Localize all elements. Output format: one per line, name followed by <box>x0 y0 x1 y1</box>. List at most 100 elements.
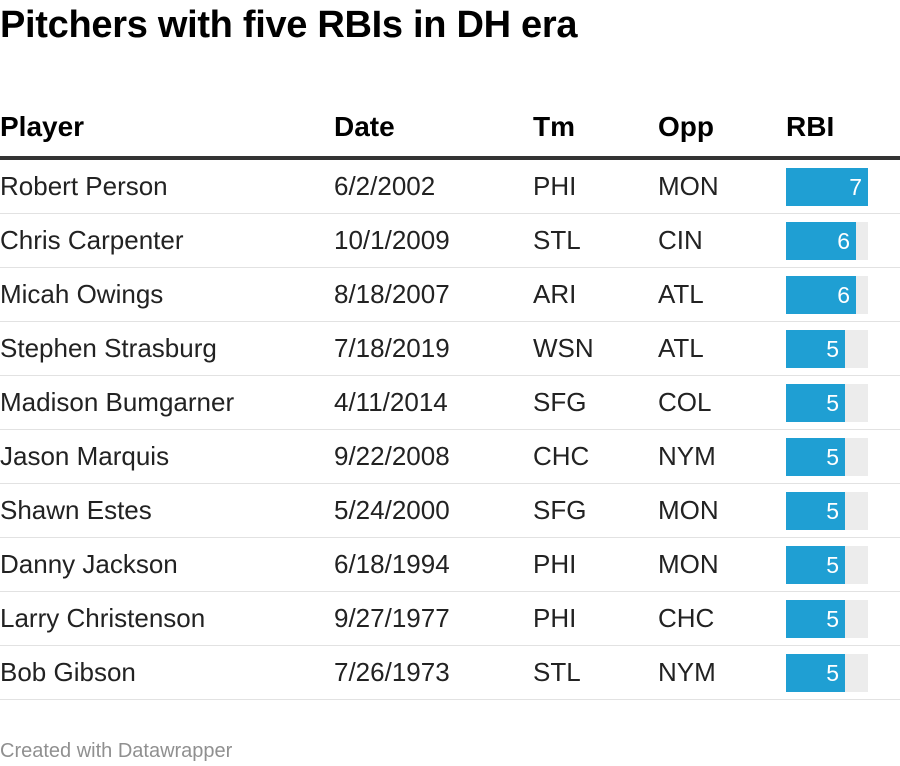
cell-rbi: 6 <box>786 213 900 268</box>
column-header-opp[interactable]: Opp <box>658 98 786 160</box>
cell-date: 10/1/2009 <box>334 213 533 268</box>
cell-date: 5/24/2000 <box>334 483 533 538</box>
cell-rbi: 6 <box>786 267 900 322</box>
cell-player: Danny Jackson <box>0 537 334 592</box>
cell-opponent: NYM <box>658 429 786 484</box>
cell-rbi: 7 <box>786 158 900 214</box>
rbi-bar: 7 <box>786 167 868 206</box>
cell-player: Shawn Estes <box>0 483 334 538</box>
rbi-bar-label: 5 <box>826 389 839 416</box>
cell-rbi: 5 <box>786 537 900 592</box>
cell-rbi: 5 <box>786 483 900 538</box>
table-body: Robert Person 6/2/2002 PHI MON 7 Chris Carpen… <box>0 158 900 700</box>
rbi-bar-track: 7 <box>786 167 868 206</box>
table-row: Larry Christenson 9/27/1977 PHI CHC 5 <box>0 591 900 646</box>
cell-team: PHI <box>533 158 658 214</box>
cell-opponent: CIN <box>658 213 786 268</box>
cell-rbi: 5 <box>786 645 900 700</box>
rbi-bar-track: 5 <box>786 491 868 530</box>
table-row: Jason Marquis 9/22/2008 CHC NYM 5 <box>0 429 900 484</box>
cell-team: STL <box>533 645 658 700</box>
rbi-bar-label: 6 <box>837 227 850 254</box>
cell-team: SFG <box>533 483 658 538</box>
cell-team: SFG <box>533 375 658 430</box>
cell-date: 7/26/1973 <box>334 645 533 700</box>
cell-date: 8/18/2007 <box>334 267 533 322</box>
rbi-bar-label: 5 <box>826 335 839 362</box>
rbi-bar: 5 <box>786 491 845 530</box>
cell-player: Bob Gibson <box>0 645 334 700</box>
rbi-bar: 5 <box>786 653 845 692</box>
cell-player: Larry Christenson <box>0 591 334 646</box>
cell-opponent: COL <box>658 375 786 430</box>
table-row: Robert Person 6/2/2002 PHI MON 7 <box>0 158 900 214</box>
cell-opponent: ATL <box>658 321 786 376</box>
rbi-bar-label: 5 <box>826 551 839 578</box>
rbi-bar: 5 <box>786 329 845 368</box>
cell-date: 9/27/1977 <box>334 591 533 646</box>
rbi-bar-track: 5 <box>786 653 868 692</box>
cell-player: Madison Bumgarner <box>0 375 334 430</box>
column-header-player[interactable]: Player <box>0 98 334 160</box>
cell-team: PHI <box>533 591 658 646</box>
rbi-bar: 5 <box>786 599 845 638</box>
cell-team: PHI <box>533 537 658 592</box>
cell-player: Jason Marquis <box>0 429 334 484</box>
cell-date: 4/11/2014 <box>334 375 533 430</box>
table-row: Micah Owings 8/18/2007 ARI ATL 6 <box>0 267 900 322</box>
rbi-table: Player Date Tm Opp RBI Robert Person 6/2/… <box>0 98 900 700</box>
rbi-bar: 5 <box>786 545 845 584</box>
cell-opponent: MON <box>658 537 786 592</box>
rbi-bar: 6 <box>786 221 856 260</box>
rbi-bar-track: 5 <box>786 329 868 368</box>
column-header-rbi[interactable]: RBI <box>786 98 900 160</box>
rbi-bar: 6 <box>786 275 856 314</box>
cell-opponent: ATL <box>658 267 786 322</box>
cell-team: WSN <box>533 321 658 376</box>
rbi-bar-label: 5 <box>826 605 839 632</box>
rbi-bar-track: 6 <box>786 221 868 260</box>
rbi-bar-track: 5 <box>786 437 868 476</box>
cell-player: Micah Owings <box>0 267 334 322</box>
cell-rbi: 5 <box>786 429 900 484</box>
rbi-bar-label: 5 <box>826 497 839 524</box>
rbi-bar-label: 6 <box>837 281 850 308</box>
cell-date: 7/18/2019 <box>334 321 533 376</box>
cell-team: ARI <box>533 267 658 322</box>
chart-title: Pitchers with five RBIs in DH era <box>0 4 578 46</box>
rbi-bar-track: 5 <box>786 599 868 638</box>
cell-player: Robert Person <box>0 158 334 214</box>
cell-rbi: 5 <box>786 321 900 376</box>
cell-date: 9/22/2008 <box>334 429 533 484</box>
table-row: Bob Gibson 7/26/1973 STL NYM 5 <box>0 645 900 700</box>
footer-credit: Created with Datawrapper <box>0 740 233 762</box>
column-header-date[interactable]: Date <box>334 98 533 160</box>
rbi-bar-label: 5 <box>826 443 839 470</box>
table-row: Shawn Estes 5/24/2000 SFG MON 5 <box>0 483 900 538</box>
rbi-bar-track: 5 <box>786 383 868 422</box>
cell-rbi: 5 <box>786 591 900 646</box>
rbi-bar-track: 6 <box>786 275 868 314</box>
cell-player: Stephen Strasburg <box>0 321 334 376</box>
cell-rbi: 5 <box>786 375 900 430</box>
cell-opponent: MON <box>658 158 786 214</box>
rbi-bar: 5 <box>786 383 845 422</box>
table-header-row: Player Date Tm Opp RBI <box>0 98 900 160</box>
rbi-bar-label: 7 <box>849 173 862 200</box>
cell-player: Chris Carpenter <box>0 213 334 268</box>
rbi-bar-track: 5 <box>786 545 868 584</box>
table-row: Madison Bumgarner 4/11/2014 SFG COL 5 <box>0 375 900 430</box>
table-row: Chris Carpenter 10/1/2009 STL CIN 6 <box>0 213 900 268</box>
cell-opponent: NYM <box>658 645 786 700</box>
cell-team: CHC <box>533 429 658 484</box>
table-row: Danny Jackson 6/18/1994 PHI MON 5 <box>0 537 900 592</box>
table-row: Stephen Strasburg 7/18/2019 WSN ATL 5 <box>0 321 900 376</box>
rbi-bar-label: 5 <box>826 659 839 686</box>
cell-date: 6/2/2002 <box>334 158 533 214</box>
cell-date: 6/18/1994 <box>334 537 533 592</box>
cell-opponent: CHC <box>658 591 786 646</box>
column-header-tm[interactable]: Tm <box>533 98 658 160</box>
cell-opponent: MON <box>658 483 786 538</box>
cell-team: STL <box>533 213 658 268</box>
rbi-bar: 5 <box>786 437 845 476</box>
